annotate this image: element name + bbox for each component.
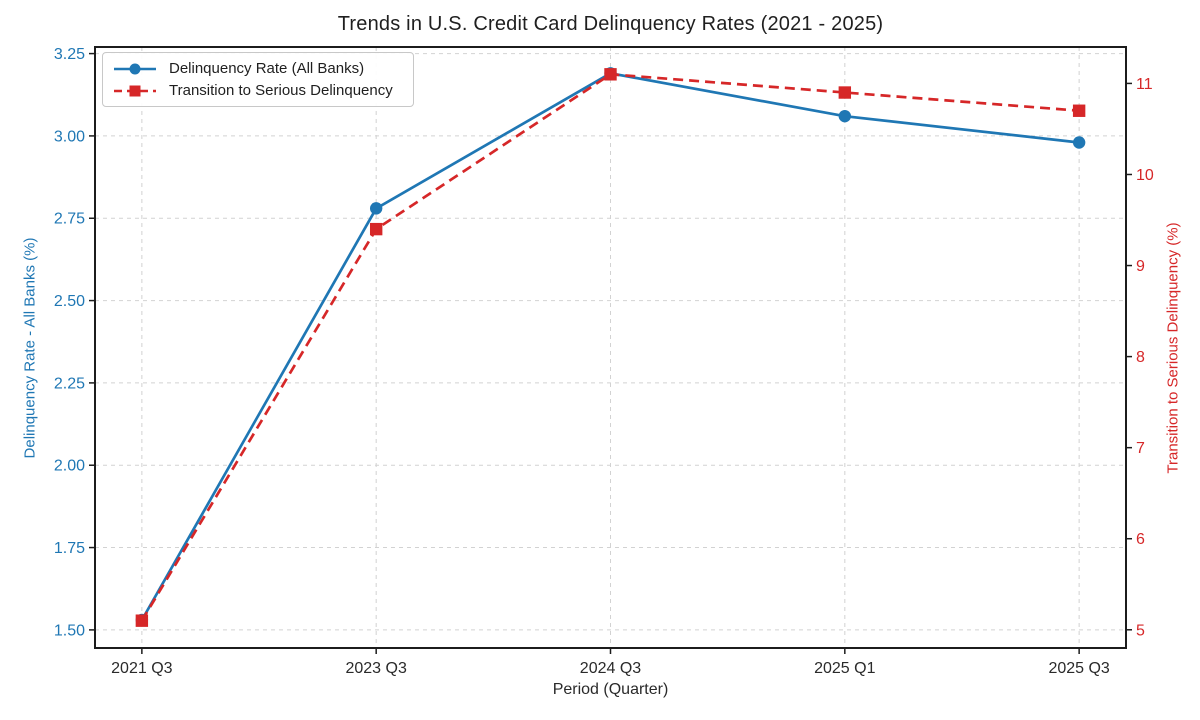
left-tick-label: 3.25 <box>54 46 85 63</box>
x-tick-label: 2021 Q3 <box>111 660 172 677</box>
x-axis-ticks: 2021 Q3 2023 Q3 2024 Q3 2025 Q1 2025 Q3 <box>111 648 1110 677</box>
right-tick-label: 5 <box>1136 622 1145 639</box>
chart-title: Trends in U.S. Credit Card Delinquency R… <box>337 13 884 35</box>
data-point-square <box>135 614 149 627</box>
right-tick-label: 6 <box>1136 531 1145 548</box>
right-tick-label: 7 <box>1136 440 1145 457</box>
legend-item-delinquency-rate: Delinquency Rate (All Banks) <box>112 60 403 77</box>
left-tick-label: 2.00 <box>54 458 85 475</box>
x-tick-label: 2025 Q3 <box>1048 660 1109 677</box>
data-point-circle <box>838 109 852 123</box>
right-axis-label: Transition to Serious Delinquency (%) <box>1164 222 1182 474</box>
left-axis-label: Delinquency Rate - All Banks (%) <box>21 237 39 459</box>
x-tick-label: 2024 Q3 <box>580 660 641 677</box>
gridlines <box>95 47 1126 648</box>
data-point-square <box>369 222 383 236</box>
left-tick-label: 1.75 <box>54 540 85 557</box>
legend-item-serious-delinquency: Transition to Serious Delinquency <box>112 82 403 99</box>
right-tick-label: 10 <box>1136 167 1154 184</box>
right-tick-label: 8 <box>1136 349 1145 366</box>
series-serious-delinquency <box>135 68 1086 627</box>
left-tick-label: 2.25 <box>54 375 85 392</box>
data-point-square <box>1072 104 1086 117</box>
legend: Delinquency Rate (All Banks) Transition … <box>102 52 414 107</box>
x-tick-label: 2023 Q3 <box>345 660 406 677</box>
data-point-circle <box>1072 136 1086 149</box>
left-axis-ticks: 1.50 1.75 2.00 2.25 2.50 2.75 3.00 3.25 <box>54 46 95 639</box>
data-point-square <box>604 68 617 81</box>
data-point-circle <box>369 202 383 215</box>
x-tick-label: 2025 Q1 <box>814 660 875 677</box>
right-tick-label: 11 <box>1136 76 1153 93</box>
left-tick-label: 3.00 <box>54 128 85 145</box>
legend-line-circle-icon <box>114 63 156 74</box>
left-tick-label: 2.75 <box>54 211 85 228</box>
right-tick-label: 9 <box>1136 258 1145 275</box>
legend-label: Delinquency Rate (All Banks) <box>169 60 365 77</box>
legend-dashed-line-square-icon <box>114 85 156 96</box>
legend-label: Transition to Serious Delinquency <box>169 82 393 99</box>
left-tick-label: 1.50 <box>54 622 85 639</box>
left-tick-label: 2.50 <box>54 293 85 310</box>
data-point-square <box>838 86 852 99</box>
x-axis-label: Period (Quarter) <box>552 681 669 698</box>
right-axis-ticks: 5 6 7 8 9 10 11 <box>1126 76 1154 639</box>
